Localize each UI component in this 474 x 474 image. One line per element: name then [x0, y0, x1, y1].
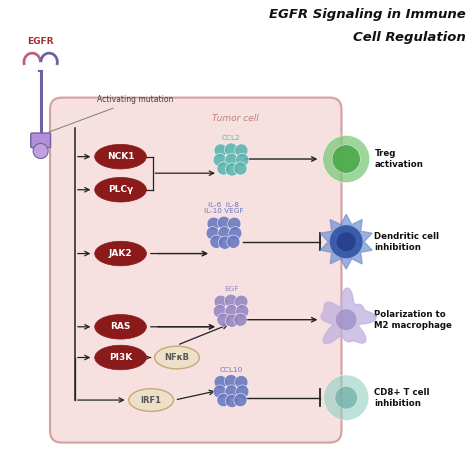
Circle shape	[236, 305, 249, 318]
Circle shape	[336, 310, 356, 330]
Circle shape	[225, 163, 238, 176]
Circle shape	[218, 216, 230, 229]
Circle shape	[335, 386, 357, 409]
Circle shape	[219, 236, 231, 249]
Circle shape	[210, 235, 223, 248]
Circle shape	[225, 385, 238, 398]
Text: EGFR: EGFR	[27, 36, 54, 46]
Circle shape	[217, 162, 230, 175]
Circle shape	[235, 295, 248, 309]
Circle shape	[236, 385, 249, 398]
Polygon shape	[321, 288, 376, 344]
Circle shape	[213, 305, 226, 318]
Text: PLCγ: PLCγ	[108, 185, 133, 194]
Text: JAK2: JAK2	[109, 249, 132, 258]
FancyBboxPatch shape	[50, 98, 341, 443]
Ellipse shape	[95, 241, 146, 266]
Text: IRF1: IRF1	[141, 395, 162, 404]
Text: NCK1: NCK1	[107, 152, 134, 161]
Circle shape	[224, 143, 237, 156]
Ellipse shape	[95, 177, 146, 202]
Circle shape	[214, 144, 227, 157]
Circle shape	[225, 154, 238, 166]
Text: EGFR Signaling in Immune: EGFR Signaling in Immune	[269, 8, 466, 21]
Ellipse shape	[95, 315, 146, 339]
Text: NFκB: NFκB	[164, 353, 190, 362]
Circle shape	[224, 374, 237, 388]
Text: EGF: EGF	[224, 286, 238, 292]
Circle shape	[235, 375, 248, 389]
Circle shape	[214, 295, 227, 309]
Circle shape	[225, 314, 238, 327]
Text: Tumor cell: Tumor cell	[212, 114, 259, 123]
Text: Cell Regulation: Cell Regulation	[353, 31, 466, 45]
Circle shape	[33, 144, 48, 158]
Circle shape	[206, 227, 219, 240]
Text: IL-6  IL-8
IL-10 VEGF: IL-6 IL-8 IL-10 VEGF	[204, 202, 244, 214]
Circle shape	[218, 227, 231, 240]
Circle shape	[214, 375, 227, 389]
Circle shape	[224, 294, 237, 308]
Text: Polarization to
M2 macrophage: Polarization to M2 macrophage	[374, 310, 452, 330]
Polygon shape	[320, 214, 372, 269]
Circle shape	[235, 144, 248, 157]
Circle shape	[323, 136, 370, 182]
Circle shape	[227, 235, 240, 248]
Ellipse shape	[129, 389, 173, 411]
Circle shape	[234, 313, 247, 326]
FancyBboxPatch shape	[31, 133, 51, 148]
Circle shape	[324, 375, 369, 420]
Circle shape	[332, 145, 360, 173]
Circle shape	[217, 313, 230, 326]
Circle shape	[234, 162, 247, 175]
Text: PI3K: PI3K	[109, 353, 132, 362]
Text: Dendritic cell
inhibition: Dendritic cell inhibition	[374, 232, 439, 252]
Circle shape	[213, 385, 226, 398]
Circle shape	[234, 393, 247, 407]
Circle shape	[225, 305, 238, 318]
Text: CCL10: CCL10	[219, 367, 243, 373]
Ellipse shape	[155, 346, 199, 369]
Circle shape	[207, 217, 220, 230]
Text: Activating mutation: Activating mutation	[49, 95, 173, 132]
Circle shape	[228, 227, 242, 240]
Circle shape	[225, 394, 238, 408]
Circle shape	[330, 225, 363, 258]
Ellipse shape	[95, 145, 146, 169]
Circle shape	[217, 393, 230, 407]
Circle shape	[228, 217, 241, 230]
Circle shape	[337, 232, 356, 251]
Ellipse shape	[95, 345, 146, 370]
Text: RAS: RAS	[110, 322, 131, 331]
Text: CCL2: CCL2	[222, 135, 240, 141]
Circle shape	[213, 154, 226, 166]
Text: Treg
activation: Treg activation	[374, 149, 423, 169]
Text: CD8+ T cell
inhibition: CD8+ T cell inhibition	[374, 388, 430, 408]
Circle shape	[236, 154, 249, 166]
